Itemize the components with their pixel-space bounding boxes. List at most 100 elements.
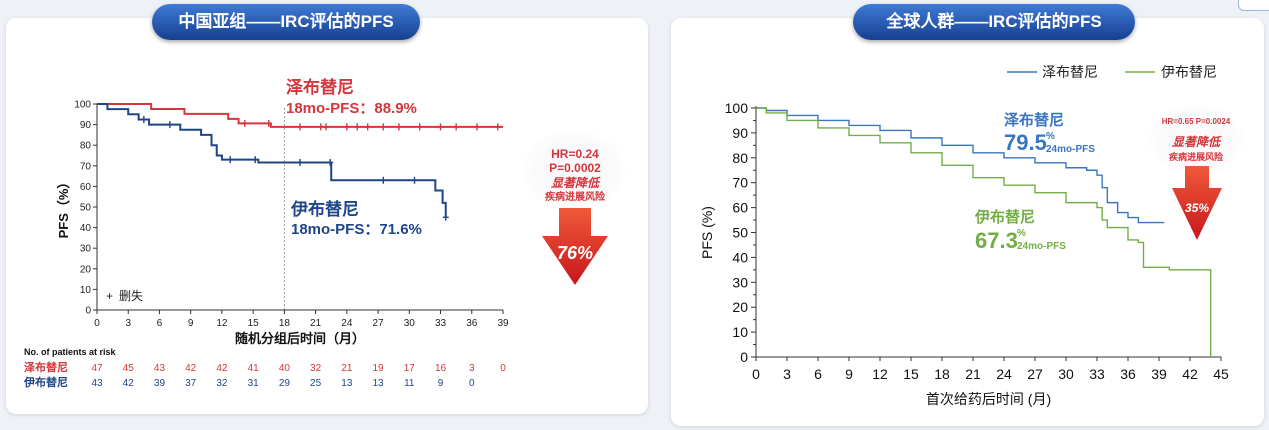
sig-label: 显著降低	[551, 176, 601, 190]
legend-ibru-label: 伊布替尼	[1161, 64, 1217, 80]
sig-label-global: 显著降低	[1172, 135, 1222, 149]
risk-value: 13	[341, 378, 353, 389]
y-tick-label: 50	[732, 225, 748, 241]
x-tick-label: 3	[125, 318, 131, 329]
risk-value: 0	[469, 378, 475, 389]
zebu-label: 泽布替尼	[286, 77, 354, 97]
x-tick-label: 9	[845, 366, 853, 382]
x-tick-label: 30	[404, 318, 416, 329]
y-tick-label: 10	[732, 324, 748, 340]
reduction-arrow-icon-global	[1172, 166, 1222, 240]
ibru-label: 伊布替尼	[290, 199, 359, 219]
censor-legend: 删失	[119, 288, 143, 303]
y-tick-label: 100	[74, 100, 91, 111]
panel-title-global: 全球人群——IRC评估的PFS	[853, 4, 1135, 40]
zebu-24mo-sub: 24mo-PFS	[1046, 144, 1095, 155]
risk-value: 43	[154, 363, 166, 374]
y-tick-label: 30	[80, 244, 92, 255]
legend-zebu-label: 泽布替尼	[1042, 64, 1098, 80]
risk-value: 13	[373, 378, 385, 389]
series-line-0	[756, 107, 1165, 224]
risk-value: 32	[216, 378, 228, 389]
risk-value: 32	[310, 363, 322, 374]
y-tick-label: 70	[80, 161, 92, 172]
censor-mark	[494, 123, 501, 131]
censor-mark	[364, 123, 371, 131]
ibru-label: 伊布替尼	[974, 208, 1035, 226]
risk-value: 3	[469, 363, 475, 374]
y-tick-label: 90	[80, 120, 92, 131]
censor-mark	[442, 213, 449, 221]
x-tick-label: 9	[188, 318, 194, 329]
x-tick-label: 18	[279, 318, 291, 329]
zebu-pfs-label: 18mo-PFS：88.9%	[286, 100, 417, 117]
y-tick-label: 40	[732, 249, 748, 265]
x-tick-label: 45	[1213, 366, 1229, 382]
censor-symbol: +	[106, 289, 113, 303]
ibru-24mo-sub: 24mo-PFS	[1017, 241, 1066, 252]
censor-mark	[437, 123, 444, 131]
x-tick-label: 3	[783, 366, 791, 382]
y-axis-title: PFS（%）	[56, 176, 71, 239]
censor-mark	[317, 123, 324, 131]
hr-p-value: HR=0.65 P=0.0024	[1162, 117, 1231, 126]
risk-value: 41	[248, 363, 260, 374]
x-tick-label: 12	[872, 366, 888, 382]
censor-mark	[140, 115, 147, 123]
y-tick-label: 90	[732, 125, 748, 141]
x-tick-label: 0	[94, 318, 100, 329]
ibru-pfs-label: 18mo-PFS：71.6%	[291, 221, 422, 238]
censor-mark	[380, 123, 387, 131]
y-tick-label: 0	[85, 306, 91, 317]
x-tick-label: 24	[996, 366, 1012, 382]
censor-mark	[297, 159, 303, 167]
ibru-24mo-value: 67.3	[975, 228, 1018, 253]
risk-value: 17	[404, 363, 416, 374]
censor-mark	[327, 159, 334, 167]
y-tick-label: 50	[80, 203, 92, 214]
x-tick-label: 36	[466, 318, 478, 329]
series-line-1	[97, 103, 447, 218]
reduction-value: 76%	[557, 243, 593, 263]
risk-value: 29	[279, 378, 291, 389]
x-tick-label: 12	[216, 318, 228, 329]
risk-value: 0	[500, 363, 506, 374]
risk-value: 42	[185, 363, 197, 374]
chart-panel-china	[6, 18, 648, 414]
y-tick-label: 30	[732, 274, 748, 290]
risk-value: 40	[279, 363, 291, 374]
zebu-pct: %	[1046, 131, 1055, 142]
sig-sub-label-global: 疾病进展风险	[1169, 151, 1224, 162]
x-tick-label: 33	[1089, 366, 1105, 382]
corner-decoration	[1238, 0, 1269, 11]
risk-table-header: No. of patients at risk	[24, 347, 117, 357]
y-tick-label: 80	[80, 141, 92, 152]
x-tick-label: 15	[248, 318, 260, 329]
risk-row-label: 伊布替尼	[23, 375, 68, 389]
panel-title-china: 中国亚组——IRC评估的PFS	[152, 4, 420, 40]
hr-glow-global	[1146, 102, 1246, 178]
x-tick-label: 6	[814, 366, 822, 382]
risk-value: 31	[248, 378, 260, 389]
x-tick-label: 21	[965, 366, 981, 382]
reduction-value-global: 35%	[1185, 201, 1209, 215]
censor-mark	[473, 123, 480, 131]
x-axis-title: 随机分组后时间（月）	[235, 331, 365, 346]
y-tick-label: 100	[725, 100, 749, 116]
x-tick-label: 0	[752, 366, 760, 382]
y-tick-label: 0	[740, 349, 748, 365]
x-tick-label: 33	[435, 318, 447, 329]
censor-mark	[241, 119, 248, 127]
y-tick-label: 20	[80, 264, 92, 275]
reduction-arrow-icon	[542, 208, 608, 285]
censor-mark	[297, 123, 303, 131]
censor-mark	[453, 123, 460, 131]
zebu-label: 泽布替尼	[1004, 111, 1064, 129]
x-axis-title: 首次给药后时间 (月)	[926, 391, 1051, 407]
p-value: P=0.0002	[549, 161, 601, 175]
risk-value: 47	[91, 363, 103, 374]
y-tick-label: 80	[732, 150, 748, 166]
censor-mark	[252, 156, 259, 164]
